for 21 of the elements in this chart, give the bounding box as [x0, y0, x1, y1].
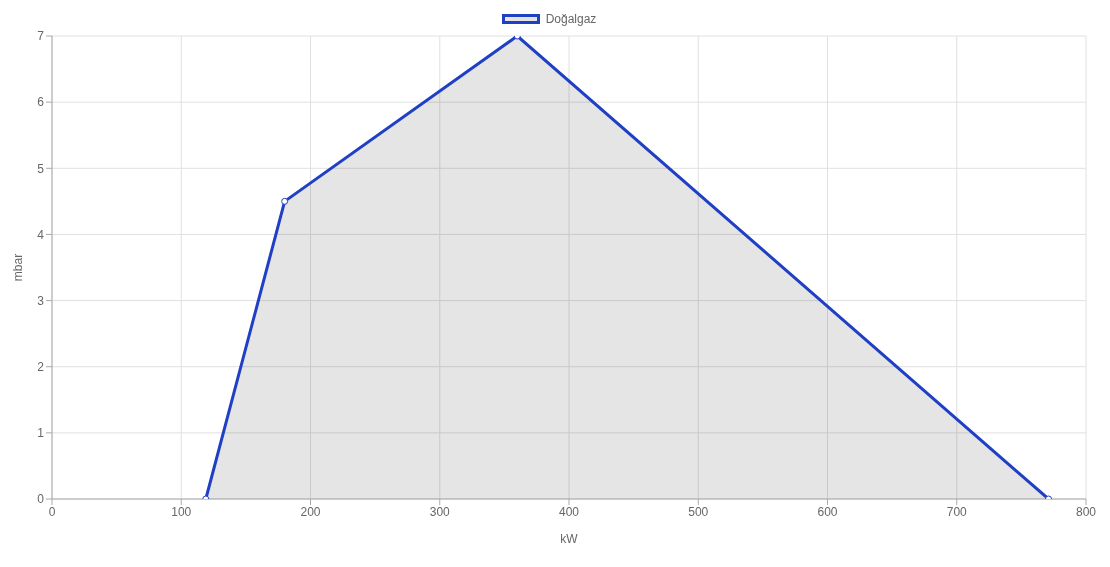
y-tick-label: 2 [37, 359, 45, 374]
x-axis-title: kW [560, 532, 579, 546]
y-tick-label: 3 [37, 293, 45, 308]
x-tick-label: 700 [946, 504, 968, 519]
y-tick-label: 1 [37, 426, 45, 441]
x-tick-label: 400 [558, 504, 580, 519]
y-tick-label: 5 [37, 161, 45, 176]
y-tick-label: 0 [37, 492, 45, 507]
x-tick-label: 600 [817, 504, 838, 519]
y-tick-label: 7 [37, 29, 45, 44]
y-tick-label: 4 [37, 227, 45, 242]
point [281, 197, 289, 205]
y-tick-label: 6 [37, 95, 45, 110]
x-tick-label: 800 [1075, 504, 1097, 519]
x-tick-label: 100 [171, 504, 192, 519]
y-axis-title: mbar [11, 253, 26, 282]
x-tick-label: 0 [48, 504, 56, 519]
x-tick-label: 200 [300, 504, 321, 519]
legend-label: Doğalgaz [545, 12, 597, 26]
x-tick-label: 300 [429, 504, 451, 519]
x-tick-label: 500 [688, 504, 709, 519]
